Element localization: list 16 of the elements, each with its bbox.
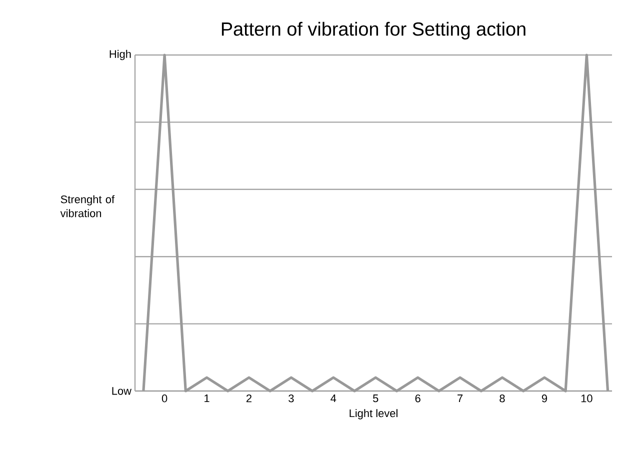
text: Low bbox=[112, 387, 132, 395]
x-tick-label: 1 bbox=[204, 394, 210, 402]
x-tick-label: 2 bbox=[246, 394, 252, 402]
x-axis-title: Light level bbox=[350, 409, 398, 420]
x-tick-label: 5 bbox=[373, 394, 378, 402]
y-axis-title: Strenght of vibration bbox=[60, 195, 115, 218]
x-tick-label: 7 bbox=[458, 394, 463, 402]
x-tick-label: 8 bbox=[500, 394, 505, 402]
chart-title: Pattern of vibration for Setting action bbox=[222, 22, 526, 40]
x-tick-label: 4 bbox=[330, 394, 336, 402]
x-tick-label: 6 bbox=[415, 394, 420, 402]
text: High bbox=[110, 50, 131, 60]
x-tick-label: 0 bbox=[162, 394, 168, 402]
x-tick-label: 10 bbox=[581, 394, 592, 402]
x-tick-label: 9 bbox=[542, 394, 547, 402]
x-tick-label: 3 bbox=[288, 394, 294, 402]
